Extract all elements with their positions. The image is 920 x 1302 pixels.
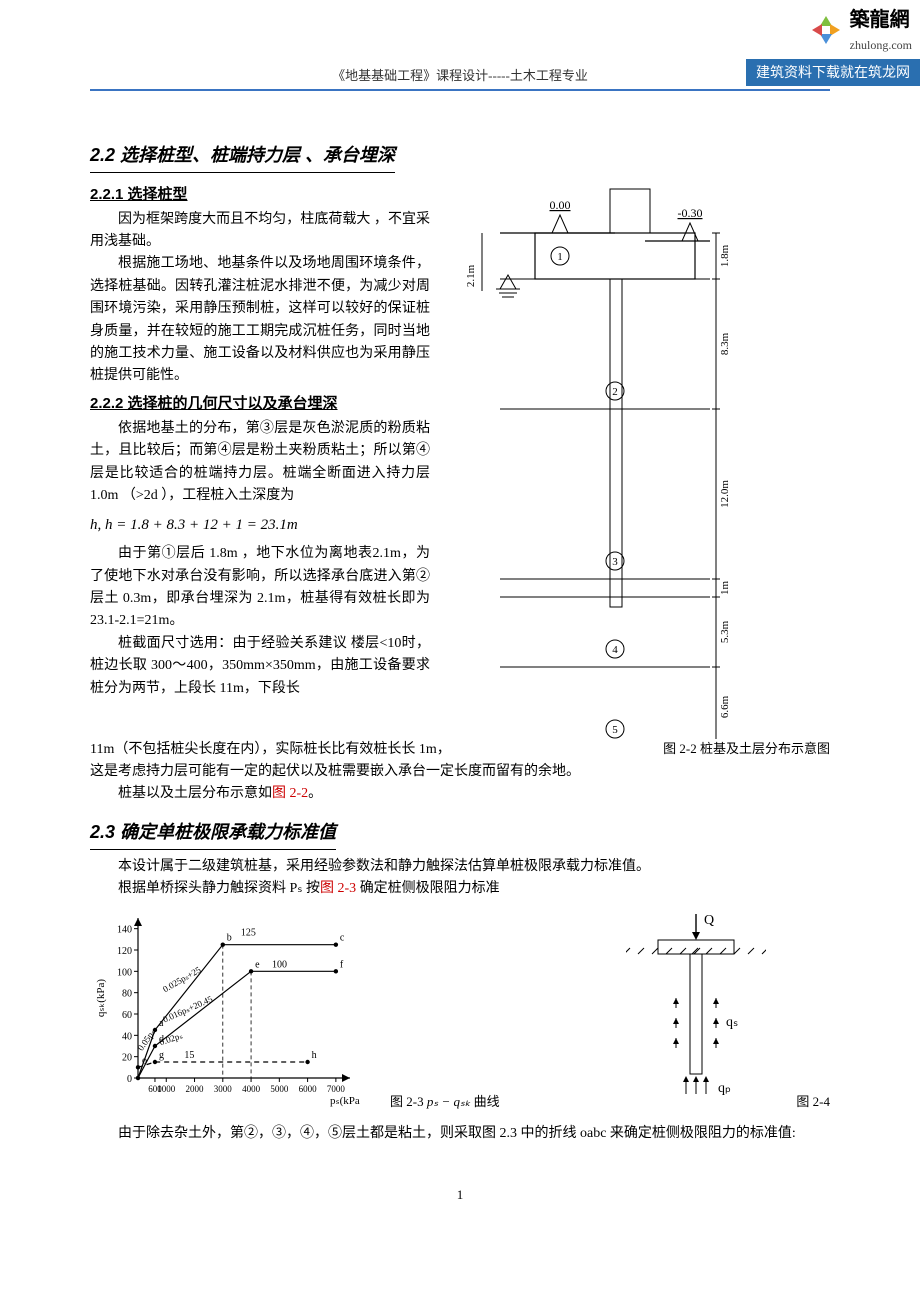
svg-text:4000: 4000 [242,1084,260,1094]
para-23-1: 本设计属于二级建筑桩基，采用经验参数法和静力触探法估算单桩极限承载力标准值。 [90,856,830,878]
para-222-4: 这是考虑持力层可能有一定的起伏以及桩需要嵌入承台一定长度而留有的余地。 [90,761,830,783]
svg-text:7000: 7000 [327,1084,346,1094]
svg-text:-0.30: -0.30 [678,206,703,220]
section-2-2-title: 2.2 选择桩型、桩端持力层 、承台埋深 [90,141,395,173]
svg-text:3000: 3000 [214,1084,233,1094]
svg-text:0.025pₛ+25: 0.025pₛ+25 [161,965,203,995]
svg-text:f: f [340,960,344,971]
chart-2-3: 0204060801001201406001000200030004000500… [90,908,360,1116]
svg-text:1.8m: 1.8m [719,244,731,267]
figure-column: 0.00 -0.30 2.1m 1.8m 1 8.3m 2 12.0m 3 1m 5.3m 4 6.6m… [440,179,830,739]
svg-text:c: c [340,933,345,944]
svg-text:6.6m: 6.6m [719,695,731,718]
chart-2-3-wrap: 0204060801001201406001000200030004000500… [90,908,360,1116]
page: 築龍網 zhulong.com 建筑资料下载就在筑龙网 《地基基础工程》课程设计… [0,0,920,1302]
header-rule [90,89,830,91]
section-2-3-title: 2.3 确定单桩极限承载力标准值 [90,818,336,850]
svg-text:6000: 6000 [299,1084,318,1094]
para-23-3: 由于除去杂土外，第②，③，④，⑤层土都是粘土，则采取图 2.3 中的折线 oab… [90,1123,830,1145]
svg-text:o: o [142,1056,147,1067]
svg-text:80: 80 [122,989,132,1000]
figref-2-3: 图 2-3 [320,881,356,896]
svg-text:qₛ: qₛ [726,1015,738,1030]
svg-text:100: 100 [272,960,287,971]
figure-2-4-caption: 图 2-4 [796,1092,830,1117]
para-222-3: 桩截面尺寸选用：由于经验关系建议 楼层<10时，桩边长取 300～400，350… [90,633,430,700]
svg-text:20: 20 [122,1053,132,1064]
banner-text: 建筑资料下载就在筑龙网 [746,59,920,85]
svg-text:60: 60 [122,1010,132,1021]
section-2-2-2-title: 2.2.2 选择桩的几何尺寸以及承台埋深 [90,392,430,416]
svg-text:h: h [312,1050,317,1061]
svg-text:15: 15 [184,1050,194,1061]
svg-text:1: 1 [557,251,563,263]
svg-text:5: 5 [612,724,618,736]
svg-text:0.02pₛ: 0.02pₛ [158,1031,184,1048]
text-column: 2.2.1 选择桩型 因为框架跨度大而且不均匀，柱底荷载大 ，不宜采用浅基础。 … [90,179,430,700]
svg-text:120: 120 [117,946,132,957]
svg-text:0: 0 [127,1074,132,1085]
svg-text:40: 40 [122,1032,132,1043]
figure-2-3-caption: 图 2-3 pₛ − qₛₖ 曲线 [390,1092,500,1117]
svg-text:2: 2 [612,386,618,398]
svg-text:1000: 1000 [157,1084,176,1094]
page-number: 1 [90,1185,830,1206]
svg-text:125: 125 [241,928,256,939]
svg-text:2.1m: 2.1m [465,264,477,287]
para-222-2: 由于第①层后 1.8m ，地下水位为离地表2.1m，为了使地下水对承台没有影响，… [90,543,430,633]
svg-text:140: 140 [117,925,132,936]
figure-2-2-caption: 图 2-2 桩基及土层分布示意图 [663,739,830,761]
chart-row: 0204060801001201406001000200030004000500… [90,908,830,1116]
svg-text:5.3m: 5.3m [719,620,731,643]
svg-text:e: e [255,960,260,971]
svg-text:b: b [227,933,232,944]
header-bar: 築龍網 zhulong.com 建筑资料下载就在筑龙网 [746,0,920,86]
svg-text:5000: 5000 [270,1084,289,1094]
svg-text:12.0m: 12.0m [719,479,731,507]
brand-logo: 築龍網 zhulong.com [800,0,920,59]
figref-2-2: 图 2-2 [272,786,308,801]
para-221-1: 因为框架跨度大而且不均匀，柱底荷载大 ，不宜采用浅基础。 [90,209,430,254]
para-222-3b: 11m（不包括桩尖长度在内），实际桩长比有效桩长长 1m， 图 2-2 桩基及土… [90,739,830,761]
svg-text:100: 100 [117,968,132,979]
svg-text:8.3m: 8.3m [719,332,731,355]
para-222-5: 桩基以及土层分布示意如图 2-2。 [90,783,830,805]
svg-text:0.00: 0.00 [550,198,571,212]
svg-text:qₚ: qₚ [718,1081,731,1096]
svg-text:1m: 1m [719,580,731,595]
para-221-2: 根据施工场地、地基条件以及场地周围环境条件，选择桩基础。因转孔灌注桩泥水排泄不便… [90,253,430,387]
svg-text:Q: Q [704,913,714,928]
section-2-2-1-title: 2.2.1 选择桩型 [90,183,430,207]
svg-text:3: 3 [612,556,618,568]
svg-text:qₛₖ(kPa): qₛₖ(kPa) [95,979,107,1017]
para-222-1: 依据地基土的分布，第③层是灰色淤泥质的粉质粘土，且比较后；而第④层是粉土夹粉质粘… [90,418,430,508]
brand-en: zhulong.com [850,36,912,55]
header-subtitle: 《地基基础工程》课程设计-----土木工程专业 [90,60,830,87]
svg-text:2000: 2000 [186,1084,205,1094]
soil-layer-diagram: 0.00 -0.30 2.1m 1.8m 1 8.3m 2 12.0m 3 1m 5.3m 4 6.6m… [440,179,750,739]
formula-h: h, h = 1.8 + 8.3 + 12 + 1 = 23.1m [90,513,430,537]
svg-text:pₛ(kPa): pₛ(kPa) [330,1095,360,1107]
logo-icon [808,12,844,48]
svg-text:4: 4 [612,644,618,656]
para-23-2: 根据单桥探头静力触探资料 Pₛ 按图 2-3 确定桩侧极限阻力标准 [90,878,830,900]
brand-cn: 築龍網 [850,4,912,36]
figure-2-4: Qqₛ qₚ [626,908,766,1116]
svg-text:g: g [159,1050,164,1061]
